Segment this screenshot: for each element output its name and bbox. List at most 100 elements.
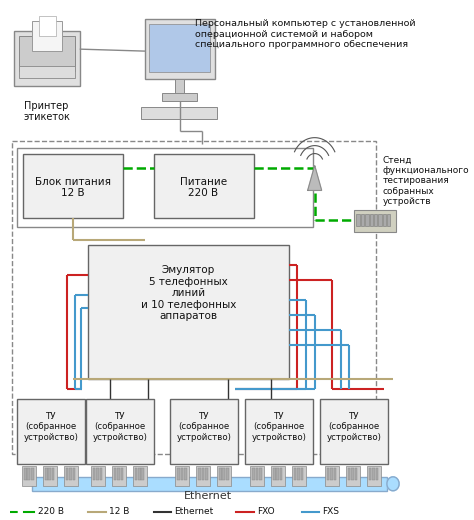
Bar	[170, 399, 238, 464]
Bar	[89, 245, 289, 380]
Bar	[327, 468, 329, 480]
Bar	[117, 468, 120, 480]
Bar	[325, 466, 339, 486]
Bar	[222, 468, 225, 480]
Text: Эмулятор
5 телефонных
линий
и 10 телефонных
аппаратов: Эмулятор 5 телефонных линий и 10 телефон…	[141, 265, 236, 321]
Text: ТУ
(собранное
устройство): ТУ (собранное устройство)	[252, 412, 306, 441]
Bar	[294, 468, 296, 480]
Bar	[43, 466, 57, 486]
Bar	[19, 36, 75, 71]
Bar	[19, 66, 75, 78]
Bar	[175, 79, 184, 93]
Bar	[375, 468, 378, 480]
Bar	[142, 468, 144, 480]
Text: ТУ
(собранное
устройство): ТУ (собранное устройство)	[177, 412, 232, 441]
Bar	[24, 468, 27, 480]
Bar	[273, 468, 275, 480]
Bar	[226, 468, 228, 480]
Bar	[69, 468, 72, 480]
Bar	[112, 466, 126, 486]
Bar	[361, 214, 365, 226]
Text: Ethernet: Ethernet	[174, 507, 214, 516]
Bar	[351, 468, 354, 480]
Bar	[297, 468, 300, 480]
Bar	[255, 468, 258, 480]
Text: Принтер
этикеток: Принтер этикеток	[23, 101, 70, 122]
Bar	[198, 468, 201, 480]
Bar	[219, 468, 221, 480]
Bar	[330, 468, 333, 480]
Bar	[114, 468, 116, 480]
Bar	[355, 468, 357, 480]
Bar	[17, 148, 313, 227]
Bar	[64, 466, 78, 486]
Bar	[250, 466, 264, 486]
Bar	[23, 153, 123, 218]
Text: FXS: FXS	[322, 507, 339, 516]
Bar	[245, 399, 313, 464]
Text: ТУ
(собранное
устройство): ТУ (собранное устройство)	[24, 412, 78, 441]
Bar	[356, 214, 360, 226]
Bar	[175, 466, 189, 486]
Bar	[73, 468, 75, 480]
Text: FXO: FXO	[257, 507, 275, 516]
Bar	[17, 399, 85, 464]
Bar	[348, 468, 350, 480]
Bar	[367, 466, 381, 486]
Bar	[301, 468, 303, 480]
Bar	[149, 24, 210, 72]
Bar	[14, 31, 80, 86]
Bar	[280, 468, 283, 480]
Text: 220 В: 220 В	[38, 507, 64, 516]
Bar	[32, 21, 62, 51]
Bar	[12, 140, 375, 454]
Bar	[154, 153, 254, 218]
Bar	[354, 210, 396, 232]
Bar	[217, 466, 231, 486]
Bar	[100, 468, 102, 480]
Bar	[372, 468, 375, 480]
Bar	[145, 19, 215, 79]
Bar	[196, 466, 210, 486]
Bar	[31, 468, 34, 480]
Bar	[259, 468, 262, 480]
Bar	[369, 468, 371, 480]
Bar	[374, 214, 377, 226]
Bar	[320, 399, 388, 464]
Text: 12 В: 12 В	[109, 507, 130, 516]
Bar	[184, 468, 187, 480]
Bar	[141, 107, 217, 119]
Bar	[383, 214, 386, 226]
Bar	[387, 214, 391, 226]
Bar	[66, 468, 68, 480]
Bar	[163, 93, 197, 101]
Text: Ethernet: Ethernet	[183, 491, 232, 501]
Polygon shape	[308, 165, 322, 190]
Bar	[276, 468, 279, 480]
Text: Персональный компьютер с установленной
операционной системой и набором
специальн: Персональный компьютер с установленной о…	[195, 19, 416, 49]
Bar	[205, 468, 208, 480]
Bar	[201, 468, 204, 480]
Bar	[120, 468, 123, 480]
Bar	[27, 468, 30, 480]
Bar	[135, 468, 137, 480]
Bar	[45, 468, 47, 480]
Bar	[334, 468, 337, 480]
Bar	[52, 468, 55, 480]
Text: Питание
220 В: Питание 220 В	[180, 177, 227, 198]
Bar	[39, 16, 56, 36]
Bar	[86, 399, 154, 464]
Bar	[365, 214, 369, 226]
Bar	[252, 468, 255, 480]
Bar	[91, 466, 105, 486]
Bar	[271, 466, 285, 486]
Text: ТУ
(собранное
устройство): ТУ (собранное устройство)	[327, 412, 381, 441]
Bar	[346, 466, 360, 486]
Bar	[32, 477, 387, 491]
Text: Стенд
функционального
тестирования
собранных
устройств: Стенд функционального тестирования собра…	[383, 155, 469, 206]
Bar	[133, 466, 147, 486]
Bar	[181, 468, 183, 480]
Bar	[138, 468, 141, 480]
Bar	[292, 466, 306, 486]
Bar	[96, 468, 99, 480]
